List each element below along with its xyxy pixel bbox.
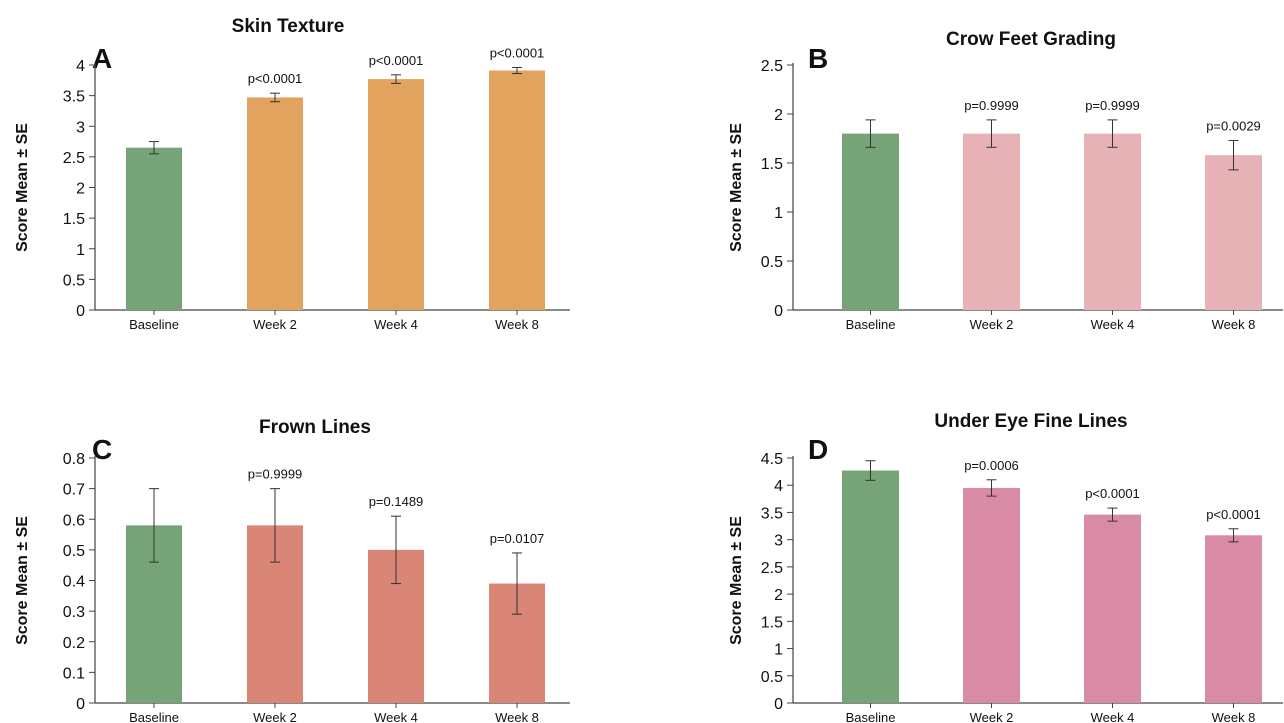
- y-tick-label: 4.5: [761, 451, 783, 468]
- bar-baseline: [842, 133, 899, 310]
- p-value-label: p=0.0029: [1206, 118, 1261, 133]
- y-tick-label: 0: [774, 303, 783, 320]
- x-tick-label: Week 4: [1091, 710, 1135, 723]
- y-axis-label: Score Mean ± SE: [728, 516, 745, 645]
- y-tick-label: 0.3: [63, 604, 85, 621]
- x-tick-label: Week 8: [495, 710, 539, 723]
- y-tick-label: 4: [76, 58, 85, 75]
- bar-week-2: [247, 97, 303, 311]
- p-value-label: p=0.0107: [490, 531, 545, 546]
- bar-week-4: [1084, 514, 1141, 703]
- y-tick-label: 1: [774, 205, 783, 222]
- bar-week-4: [1084, 133, 1141, 310]
- x-tick-label: Baseline: [846, 317, 896, 332]
- y-tick-label: 0.4: [63, 574, 85, 591]
- y-tick-label: 0.6: [63, 512, 85, 529]
- panel-letter: D: [808, 434, 828, 465]
- p-value-label: p<0.0001: [1206, 507, 1261, 522]
- y-tick-label: 0: [76, 696, 85, 713]
- p-value-label: p<0.0001: [248, 71, 303, 86]
- panel-letter: B: [808, 43, 828, 74]
- y-tick-label: 4: [774, 478, 783, 495]
- y-tick-label: 1.5: [761, 156, 783, 173]
- y-axis-label: Score Mean ± SE: [728, 123, 745, 252]
- panel-letter: C: [92, 434, 112, 465]
- y-tick-label: 2.5: [761, 560, 783, 577]
- chart-title: Skin Texture: [232, 16, 345, 37]
- p-value-label: p<0.0001: [1085, 486, 1140, 501]
- p-value-label: p=0.0006: [964, 458, 1019, 473]
- x-tick-label: Week 2: [253, 710, 297, 723]
- bar-week-2: [963, 487, 1020, 703]
- chart-title: Crow Feet Grading: [946, 29, 1116, 50]
- y-tick-label: 0.8: [63, 451, 85, 468]
- panel-d: Under Eye Fine Lines D Score Mean ± SE 0 0.5…: [728, 411, 1283, 723]
- x-tick-label: Week 8: [495, 317, 539, 332]
- y-tick-label: 3: [76, 119, 85, 136]
- y-axis-label: Score Mean ± SE: [14, 516, 31, 645]
- y-tick-label: 0.5: [63, 543, 85, 560]
- y-tick-label: 3.5: [63, 89, 85, 106]
- bar-week-2: [963, 133, 1020, 310]
- x-tick-label: Week 4: [1091, 317, 1135, 332]
- x-tick-label: Week 2: [970, 710, 1014, 723]
- bar-week-8: [1205, 535, 1262, 703]
- x-tick-label: Week 8: [1212, 710, 1256, 723]
- y-tick-label: 1: [76, 242, 85, 259]
- y-tick-label: 0.5: [63, 272, 85, 289]
- y-tick-label: 0.7: [63, 482, 85, 499]
- p-value-label: p<0.0001: [369, 53, 424, 68]
- y-tick-label: 2.5: [761, 58, 783, 75]
- y-tick-label: 1.5: [63, 211, 85, 228]
- panel-b: Crow Feet Grading B Score Mean ± SE 0 0.5 1 1.…: [728, 29, 1283, 332]
- p-value-label: p=0.9999: [964, 98, 1019, 113]
- p-value-label: p=0.9999: [248, 467, 303, 482]
- bar-baseline: [126, 147, 182, 310]
- bar-week-8: [489, 70, 545, 310]
- y-tick-label: 2: [774, 587, 783, 604]
- y-tick-label: 0.5: [761, 254, 783, 271]
- x-tick-label: Week 2: [970, 317, 1014, 332]
- panel-c: Frown Lines C Score Mean ± SE 0 0.1 0.2 0.3 0.4…: [14, 417, 570, 723]
- y-tick-label: 2.5: [63, 150, 85, 167]
- x-tick-label: Baseline: [129, 317, 179, 332]
- panel-a: Skin Texture A Score Mean ± SE 0 0.5 1 1.5 2 2.5…: [14, 16, 570, 332]
- bar-week-8: [1205, 155, 1262, 310]
- y-tick-label: 0.1: [63, 665, 85, 682]
- panel-letter: A: [92, 43, 112, 74]
- x-tick-label: Baseline: [846, 710, 896, 723]
- y-tick-label: 2: [76, 181, 85, 198]
- x-tick-label: Week 4: [374, 317, 418, 332]
- y-tick-label: 0.2: [63, 635, 85, 652]
- y-tick-label: 1.5: [761, 614, 783, 631]
- x-tick-label: Week 8: [1212, 317, 1256, 332]
- y-tick-label: 3: [774, 533, 783, 550]
- x-tick-label: Week 2: [253, 317, 297, 332]
- bar-baseline: [842, 470, 899, 703]
- p-value-label: p=0.9999: [1085, 98, 1140, 113]
- y-tick-label: 0: [774, 696, 783, 713]
- y-tick-label: 0: [76, 303, 85, 320]
- p-value-label: p<0.0001: [490, 45, 545, 60]
- p-value-label: p=0.1489: [369, 494, 424, 509]
- chart-title: Frown Lines: [259, 417, 371, 438]
- y-axis-label: Score Mean ± SE: [14, 123, 31, 252]
- x-tick-label: Baseline: [129, 710, 179, 723]
- y-tick-label: 0.5: [761, 669, 783, 686]
- y-tick-label: 3.5: [761, 505, 783, 522]
- x-tick-label: Week 4: [374, 710, 418, 723]
- y-tick-label: 2: [774, 107, 783, 124]
- y-tick-label: 1: [774, 642, 783, 659]
- bar-week-4: [368, 79, 424, 311]
- chart-title: Under Eye Fine Lines: [934, 411, 1127, 432]
